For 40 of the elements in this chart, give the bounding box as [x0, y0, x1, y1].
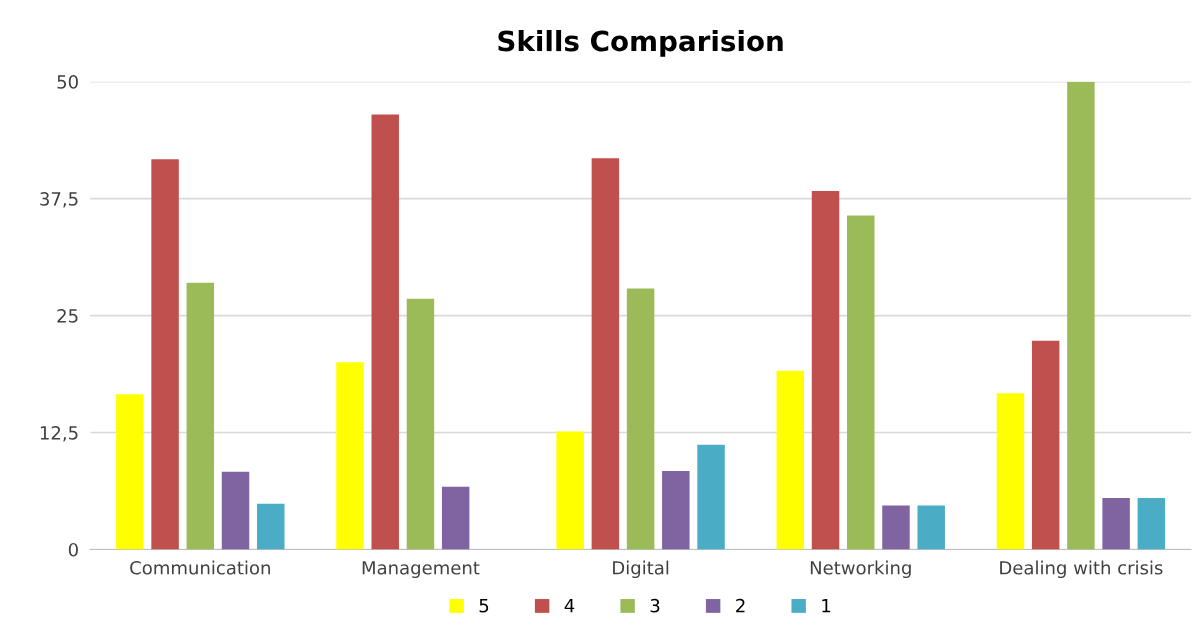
bar — [917, 505, 945, 550]
y-tick-label: 50 — [57, 75, 78, 89]
bar — [406, 298, 435, 550]
bar — [811, 191, 840, 550]
legend-label: 3 — [650, 598, 660, 613]
legend-label: 5 — [479, 599, 489, 613]
x-tick-label: Communication — [130, 560, 270, 575]
bar — [116, 394, 144, 550]
bar — [996, 393, 1025, 550]
bar — [1137, 498, 1166, 550]
bar — [882, 505, 910, 550]
bar — [591, 158, 620, 550]
x-tick-label: Networking — [810, 560, 911, 579]
bar — [257, 503, 285, 550]
bar — [186, 282, 215, 550]
legend-label: 1 — [822, 599, 831, 613]
legend-label: 4 — [564, 599, 575, 613]
bar — [662, 470, 690, 550]
x-tick-label: Dealing with crisis — [1000, 560, 1163, 579]
bar — [336, 362, 364, 550]
bar — [1031, 340, 1060, 550]
bar — [847, 215, 875, 550]
bar — [371, 114, 399, 550]
bar — [1102, 498, 1130, 550]
y-tick-label: 0 — [68, 542, 78, 557]
bar — [626, 288, 655, 550]
x-tick-label: Management — [362, 561, 480, 579]
bar — [776, 370, 805, 550]
chart-title: Skills Comparision — [498, 29, 783, 57]
y-tick-label: 12,5 — [40, 425, 78, 442]
legend-label: 2 — [736, 598, 745, 613]
y-tick-label: 37,5 — [40, 192, 78, 208]
y-tick-label: 25 — [57, 309, 78, 323]
x-tick-label: Digital — [613, 560, 669, 579]
bar — [697, 444, 725, 550]
bar — [441, 486, 470, 550]
bar — [1067, 81, 1095, 550]
bar — [221, 471, 250, 550]
bar — [556, 431, 584, 550]
bar — [151, 159, 179, 550]
